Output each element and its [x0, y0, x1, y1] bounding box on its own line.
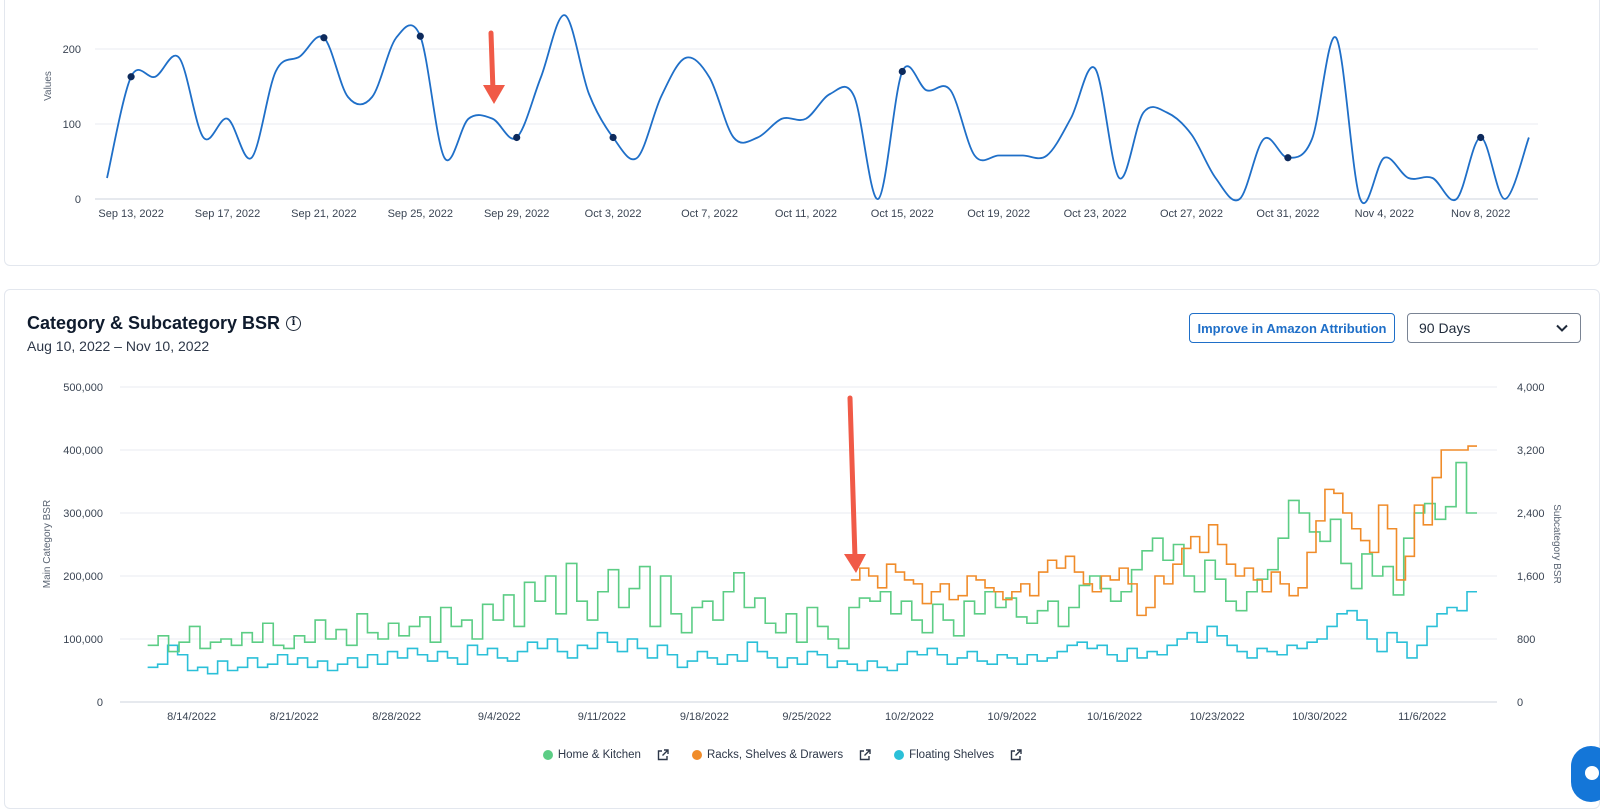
legend-dot [894, 750, 905, 760]
x-tick-label: Oct 15, 2022 [871, 208, 934, 220]
x-tick-label: Oct 11, 2022 [775, 208, 837, 220]
y-tick-label: 200 [63, 44, 81, 56]
right-tick-label: 4,000 [1517, 382, 1545, 394]
x-tick-label: 8/28/2022 [372, 711, 421, 723]
x-tick-label: Nov 4, 2022 [1355, 208, 1414, 220]
bsr-card: Category & Subcategory BSR i Aug 10, 202… [4, 289, 1600, 809]
left-tick-label: 500,000 [63, 382, 103, 394]
period-select-value: 90 Days [1419, 320, 1471, 336]
section-title: Category & Subcategory BSR [27, 313, 281, 333]
left-tick-label: 100,000 [63, 634, 103, 646]
x-tick-label: Sep 13, 2022 [98, 208, 163, 220]
data-point-marker [513, 133, 521, 142]
data-point-marker [1477, 133, 1485, 142]
values-line-chart: Values 0 100 200 Sep 13, 2022 Sep 17, 2022 S… [43, 14, 1538, 220]
x-tick-label: 9/11/2022 [578, 711, 626, 723]
x-tick-label: 9/18/2022 [680, 711, 729, 723]
chat-widget-button[interactable] [1571, 746, 1600, 802]
right-tick-label: 2,400 [1517, 508, 1545, 520]
legend-dot [691, 750, 702, 760]
x-tick-label: Nov 8, 2022 [1451, 208, 1510, 220]
period-select[interactable]: 90 Days [1407, 313, 1581, 343]
values-series-line [106, 14, 1530, 204]
x-tick-label: Oct 3, 2022 [585, 208, 642, 220]
values-chart-card: Values 0 100 200 Sep 13, 2022 Sep 17, 2022 S… [4, 0, 1600, 266]
x-tick-label: 10/30/2022 [1292, 711, 1347, 723]
annotation-arrow [483, 30, 505, 104]
x-tick-label: 10/23/2022 [1190, 711, 1245, 723]
legend-label: Racks, Shelves & Drawers [706, 749, 844, 761]
data-point-marker [1284, 154, 1292, 162]
right-tick-label: 3,200 [1517, 445, 1545, 457]
x-tick-label: 9/4/2022 [478, 711, 521, 723]
chart-legend: Home & Kitchen Racks, Shelves & Drawers … [5, 748, 1600, 762]
legend-label: Floating Shelves [909, 749, 995, 761]
x-tick-label: Oct 31, 2022 [1256, 208, 1319, 220]
series-line-racks-shelves-drawers [850, 445, 1477, 617]
x-tick-label: 10/2/2022 [885, 711, 934, 723]
legend-item-racks-shelves-drawers[interactable]: Racks, Shelves & Drawers [691, 748, 872, 762]
data-point-marker [320, 34, 328, 42]
improve-attribution-label: Improve in Amazon Attribution [1197, 320, 1387, 336]
date-range: Aug 10, 2022 – Nov 10, 2022 [27, 338, 210, 354]
right-tick-label: 0 [1517, 697, 1523, 709]
x-tick-label: 8/21/2022 [270, 711, 319, 723]
legend-item-floating-shelves[interactable]: Floating Shelves [894, 748, 1023, 762]
x-tick-label: Oct 27, 2022 [1160, 208, 1223, 220]
right-tick-label: 800 [1517, 634, 1535, 646]
x-tick-label: 8/14/2022 [167, 711, 216, 723]
data-point-marker [898, 67, 906, 76]
x-tick-label: Oct 7, 2022 [681, 208, 738, 220]
left-tick-label: 300,000 [63, 508, 103, 520]
left-tick-label: 0 [97, 697, 103, 709]
y-axis-label: Values [43, 71, 54, 101]
legend-label: Home & Kitchen [557, 749, 641, 761]
left-axis-label: Main Category BSR [42, 500, 53, 588]
y-tick-label: 100 [63, 119, 81, 131]
right-axis-label: Subcategory BSR [1551, 504, 1562, 584]
x-tick-label: Sep 21, 2022 [291, 208, 356, 220]
x-tick-label: Sep 17, 2022 [195, 208, 260, 220]
x-tick-label: 11/6/2022 [1398, 711, 1446, 723]
chevron-down-icon [1556, 324, 1568, 332]
x-tick-label: 10/9/2022 [988, 711, 1037, 723]
data-point-marker [127, 73, 135, 81]
x-tick-label: Oct 23, 2022 [1064, 208, 1127, 220]
data-point-marker [609, 133, 617, 142]
series-line-home-kitchen [147, 461, 1477, 653]
external-link-icon[interactable] [656, 748, 670, 762]
series-line-floating-shelves [147, 590, 1477, 675]
x-tick-label: 10/16/2022 [1087, 711, 1142, 723]
left-tick-label: 200,000 [63, 571, 103, 583]
x-tick-label: Sep 29, 2022 [484, 208, 549, 220]
info-icon[interactable]: i [286, 316, 302, 331]
y-tick-label: 0 [75, 194, 81, 206]
section-header: Category & Subcategory BSR i [27, 313, 302, 334]
bsr-line-chart: Main Category BSR Subcategory BSR 0 100,0… [42, 382, 1562, 723]
x-tick-label: 9/25/2022 [782, 711, 831, 723]
right-tick-label: 1,600 [1517, 571, 1545, 583]
external-link-icon[interactable] [858, 748, 872, 762]
annotation-arrow [844, 395, 866, 573]
improve-attribution-button[interactable]: Improve in Amazon Attribution [1189, 313, 1395, 343]
legend-item-home-kitchen[interactable]: Home & Kitchen [542, 748, 670, 762]
x-tick-label: Sep 25, 2022 [388, 208, 453, 220]
data-point-marker [416, 32, 424, 40]
left-tick-label: 400,000 [63, 445, 103, 457]
external-link-icon[interactable] [1009, 748, 1023, 762]
legend-dot [542, 750, 553, 760]
x-tick-label: Oct 19, 2022 [967, 208, 1030, 220]
